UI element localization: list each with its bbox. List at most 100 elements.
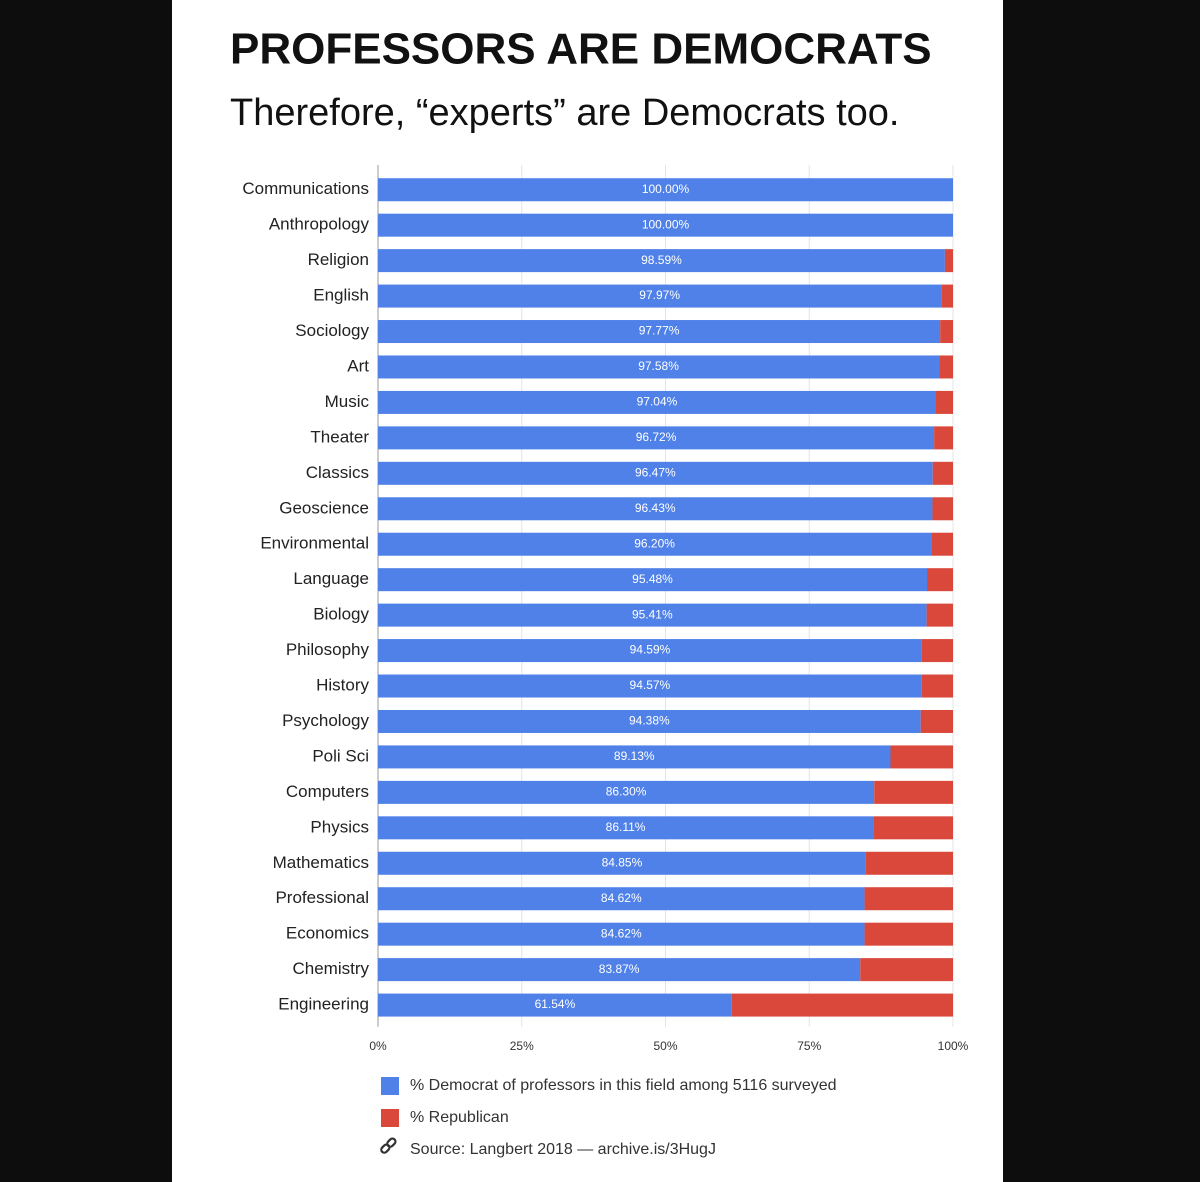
bar-segment [874, 780, 953, 804]
data-label: 97.97% [639, 288, 680, 302]
bar-segment [378, 390, 936, 414]
y-tick-label: Anthropology [269, 215, 370, 234]
y-tick-label: Physics [310, 817, 369, 836]
bar-segment [378, 603, 927, 627]
link-icon [380, 1137, 397, 1154]
bar-segment [927, 568, 953, 592]
y-tick-label: Chemistry [292, 959, 369, 978]
data-label: 86.11% [606, 820, 646, 834]
bar-segment [731, 993, 953, 1017]
bar-segment [920, 709, 953, 733]
x-tick-label: 25% [510, 1039, 534, 1053]
bar-segment [873, 816, 953, 840]
bar-segment [926, 603, 953, 627]
data-label: 83.87% [599, 962, 640, 976]
bar-segment [378, 780, 875, 804]
bar-segment [934, 426, 953, 450]
bar-segment [378, 851, 866, 875]
y-tick-label: History [316, 676, 369, 695]
data-label: 96.72% [636, 430, 677, 444]
y-tick-label: Sociology [295, 321, 369, 340]
y-tick-label: Theater [310, 427, 369, 446]
bar-segment [378, 993, 732, 1017]
bar-segment [864, 887, 953, 911]
bar-segment [378, 568, 928, 592]
bar-segment [941, 284, 953, 308]
data-label: 94.57% [630, 678, 671, 692]
legend-label: % Republican [410, 1109, 509, 1126]
bar-segment [921, 639, 953, 663]
bar-segment [940, 320, 953, 344]
data-label: 97.58% [638, 359, 679, 373]
data-label: 97.04% [637, 395, 678, 409]
data-label: 95.48% [632, 572, 673, 586]
data-label: 89.13% [614, 749, 655, 763]
bar-segment [935, 390, 953, 414]
bar-segment [890, 745, 953, 769]
bar-segment [378, 887, 865, 911]
data-label: 96.43% [635, 501, 676, 515]
bar-segment [378, 497, 933, 521]
data-label: 84.62% [601, 891, 642, 905]
bar-segment [932, 497, 953, 521]
bar-segment [378, 532, 932, 556]
y-tick-label: Biology [313, 605, 369, 624]
bar-segment [378, 249, 945, 273]
data-label: 94.38% [629, 714, 670, 728]
y-tick-label: Religion [308, 250, 369, 269]
y-tick-label: English [313, 286, 369, 305]
data-label: 98.59% [641, 253, 682, 267]
data-label: 100.00% [642, 182, 690, 196]
bar-segment [378, 284, 942, 308]
y-tick-label: Computers [286, 782, 369, 801]
y-tick-label: Geoscience [279, 498, 369, 517]
bar-segment [378, 178, 953, 202]
data-label: 61.54% [535, 997, 576, 1011]
bar-segment [864, 922, 953, 946]
bar-segment [378, 426, 935, 450]
chart-subtitle: Therefore, “experts” are Democrats too. [230, 92, 899, 134]
data-label: 96.20% [634, 536, 675, 550]
bar-segment [860, 958, 953, 982]
y-tick-label: Mathematics [273, 853, 369, 872]
data-label: 84.62% [601, 926, 642, 940]
x-tick-label: 50% [653, 1039, 677, 1053]
data-label: 96.47% [635, 465, 676, 479]
legend-label: % Democrat of professors in this field a… [410, 1077, 837, 1094]
bar-segment [378, 816, 874, 840]
x-tick-label: 100% [938, 1039, 969, 1053]
data-label: 97.77% [639, 324, 680, 338]
x-tick-label: 75% [797, 1039, 821, 1053]
y-tick-label: Language [293, 569, 369, 588]
bar-segment [378, 461, 933, 485]
y-tick-label: Environmental [260, 534, 369, 553]
bar-segment [378, 674, 922, 698]
bar-segment [378, 958, 861, 982]
bar-segment [865, 851, 953, 875]
bar-segment [939, 355, 953, 379]
y-tick-label: Psychology [282, 711, 369, 730]
data-label: 94.59% [630, 643, 671, 657]
bar-segment [378, 709, 921, 733]
bar-segment [921, 674, 953, 698]
bar-segment [378, 922, 865, 946]
y-tick-label: Art [347, 356, 369, 375]
data-label: 95.41% [632, 607, 673, 621]
bar-segment [378, 745, 891, 769]
data-label: 86.30% [606, 785, 647, 799]
y-tick-label: Poli Sci [312, 746, 369, 765]
bar-segment [932, 461, 953, 485]
y-tick-label: Philosophy [286, 640, 370, 659]
data-label: 84.85% [602, 855, 643, 869]
chart-title: PROFESSORS ARE DEMOCRATS [230, 25, 932, 74]
x-tick-label: 0% [369, 1039, 387, 1053]
y-tick-label: Music [325, 392, 370, 411]
bar-segment [378, 639, 922, 663]
y-tick-label: Economics [286, 924, 369, 943]
legend-swatch [381, 1109, 399, 1127]
source: Source: Langbert 2018 — archive.is/3HugJ [410, 1141, 716, 1158]
bar-segment [378, 320, 941, 344]
legend-swatch [381, 1077, 399, 1095]
